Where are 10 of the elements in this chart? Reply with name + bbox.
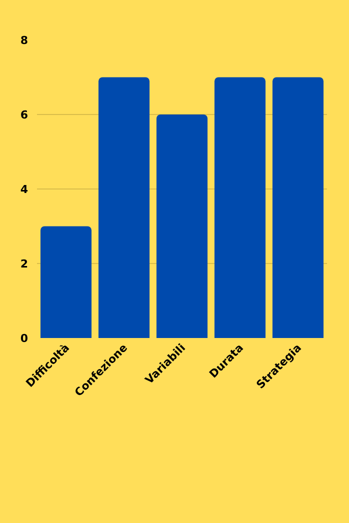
bar <box>272 77 324 338</box>
y-tick-label: 4 <box>20 182 28 196</box>
y-tick-label: 8 <box>20 34 28 47</box>
bar <box>214 77 266 338</box>
y-tick-label: 0 <box>20 332 28 345</box>
bar <box>40 226 92 338</box>
y-tick-label: 6 <box>20 108 28 122</box>
y-tick-label: 2 <box>20 257 28 270</box>
bar <box>98 77 150 338</box>
bar <box>156 114 208 338</box>
